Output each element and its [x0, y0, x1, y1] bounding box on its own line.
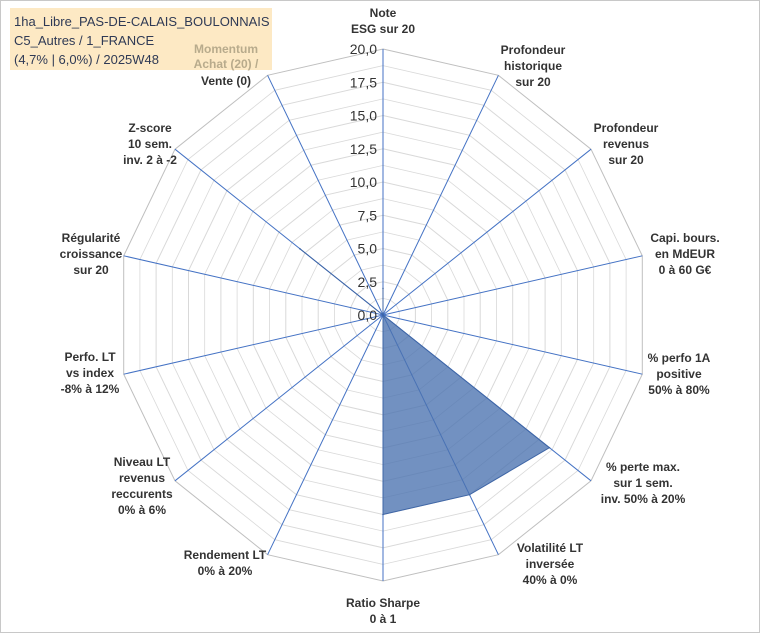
axis-label: Profondeur revenus sur 20 [594, 121, 659, 167]
tick-label: 5,0 [358, 241, 378, 257]
tick-label: 7,5 [358, 207, 378, 223]
tick-label: 12,5 [350, 141, 377, 157]
radar-spoke [123, 255, 384, 316]
axis-label: Volatilité LT inversée 40% à 0% [517, 541, 584, 587]
radar-spoke [174, 314, 384, 482]
radar-spoke [123, 314, 384, 375]
axis-label: Z-score 10 sem. inv. 2 à -2 [123, 121, 177, 167]
tick-label: 0,0 [358, 307, 378, 323]
data-point [468, 493, 471, 496]
data-point [548, 446, 551, 449]
chart-title-line3: (4,7% | 6,0%) / 2025W48 [14, 52, 160, 67]
axis-label: % perfo 1A positive 50% à 80% [648, 351, 711, 397]
data-point [382, 513, 384, 516]
radar-spoke [382, 255, 643, 316]
chart-title-line2: C5_Autres / 1_FRANCE [14, 33, 155, 48]
data-point [382, 287, 384, 290]
radar-spoke [267, 75, 384, 316]
chart-title-box [10, 8, 272, 70]
radar-ticks: 0,0 2,5 5,0 7,5 10,0 12,5 15,0 17,5 20,0 [350, 41, 377, 323]
axis-label: Perfo. LT vs index -8% à 12% [61, 350, 120, 396]
tick-label: 15,0 [350, 108, 377, 124]
momentum-label-line2: Achat (20) / [193, 57, 259, 71]
radar-spoke [382, 314, 643, 375]
radar-spoke [382, 75, 499, 316]
tick-label: 20,0 [350, 41, 377, 57]
tick-label: 2,5 [358, 274, 378, 290]
axis-label: Profondeur historique sur 20 [501, 43, 566, 89]
radar-axis-labels: Note ESG sur 20 Profondeur historique sur 20… [60, 6, 720, 626]
axis-label: Rendement LT 0% à 20% [184, 548, 267, 578]
radar-data [299, 247, 551, 516]
data-point [382, 314, 384, 316]
data-point [299, 247, 301, 250]
momentum-label-line1: Momentum [194, 42, 258, 56]
axis-label: Capi. bours. en MdEUR 0 à 60 G€ [650, 231, 719, 277]
axis-label: Ratio Sharpe 0 à 1 [346, 596, 420, 626]
axis-label: % perte max. sur 1 sem. inv. 50% à 20% [601, 460, 686, 506]
axis-label: Note ESG sur 20 [351, 6, 415, 36]
axis-label: Niveau LT revenus reccurents 0% à 6% [111, 455, 173, 517]
chart-title-line1: 1ha_Libre_PAS-DE-CALAIS_BOULONNAIS [14, 14, 270, 29]
axis-label: Régularité croissance sur 20 [60, 231, 123, 277]
momentum-label-top: Momentum Achat (20) / [178, 42, 274, 72]
tick-label: 10,0 [350, 174, 377, 190]
radar-spokes [123, 49, 643, 581]
radar-spoke [382, 148, 592, 316]
tick-label: 17,5 [350, 74, 377, 90]
radar-spoke [267, 314, 384, 555]
momentum-label-bottom: Vente (0) [200, 74, 251, 88]
